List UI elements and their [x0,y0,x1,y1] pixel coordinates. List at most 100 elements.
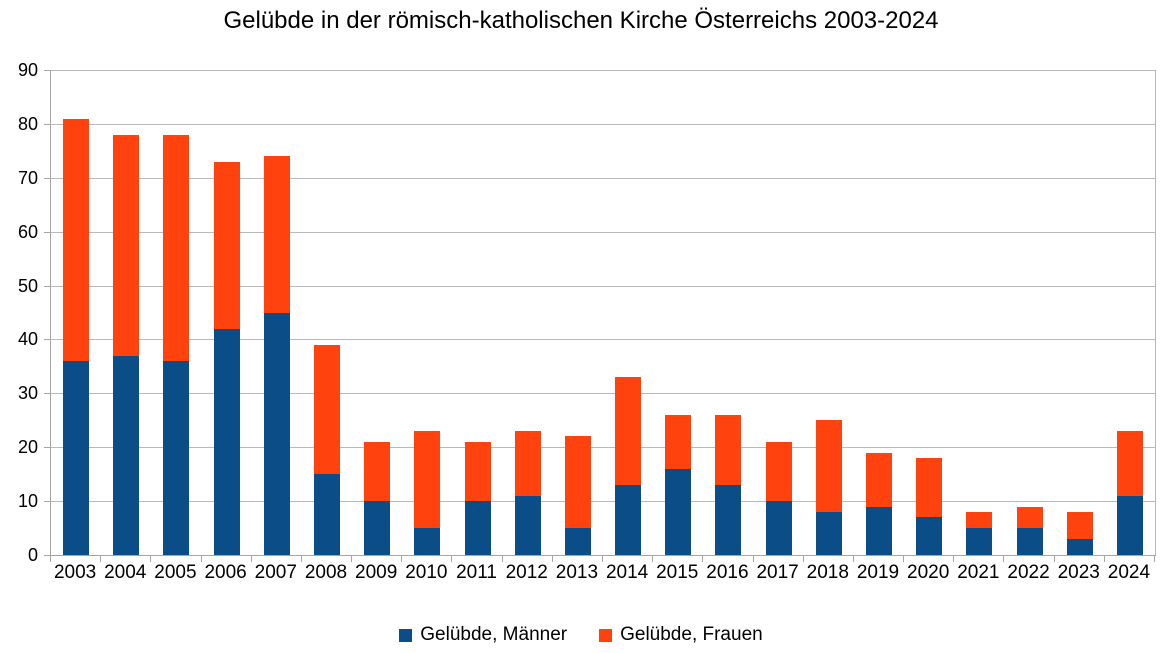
bar-2013-maenner [564,528,591,555]
legend-item-maenner: Gelübde, Männer [399,624,567,646]
x-axis-label-2020: 2020 [907,562,950,583]
y-axis-label-20: 20 [17,437,38,458]
x-axis-label-2018: 2018 [806,562,849,583]
x-axis-label-2021: 2021 [957,562,1000,583]
x-axis-label-2012: 2012 [505,562,548,583]
bar-2008-maenner [314,474,340,555]
x-axis-label-2003: 2003 [53,562,97,583]
bar-2020-frauen [916,458,943,518]
legend-label-frauen: Gelübde, Frauen [620,624,763,645]
x-axis-label-2009: 2009 [355,562,398,583]
bar-2010-frauen [414,431,441,529]
bar-2010-maenner [414,528,441,555]
bar-2004-frauen [113,134,140,356]
x-tick [1003,556,1005,562]
gridline-80 [51,123,1155,125]
bar-2018-maenner [815,511,842,555]
bar-2018-frauen [815,420,842,512]
x-tick [1103,556,1105,562]
x-tick [351,556,353,562]
bar-2005-frauen [163,134,190,361]
bar-2023-maenner [1066,538,1093,555]
x-tick [903,556,905,562]
bar-2012-maenner [514,495,541,555]
x-tick [250,556,252,562]
x-tick [1154,556,1155,562]
bar-2016-frauen [715,414,742,485]
x-tick [501,556,503,562]
bar-2015-frauen [665,414,692,469]
bar-2019-frauen [866,452,892,507]
x-axis-label-2017: 2017 [756,562,799,583]
y-tick [44,555,50,556]
bar-2021-maenner [966,528,993,555]
gridline-90 [51,70,1155,71]
x-tick [551,556,553,562]
y-tick [44,231,50,233]
bar-2008-frauen [314,344,340,475]
y-axis-label-70: 70 [17,167,38,188]
bar-2024-maenner [1116,495,1143,555]
bar-2017-maenner [765,501,792,555]
x-axis-label-2015: 2015 [656,562,699,583]
x-tick [1053,556,1055,562]
bar-2020-maenner [916,517,943,555]
y-tick [44,123,50,125]
bar-2012-frauen [514,431,541,496]
gridline-50 [51,285,1155,287]
x-tick [953,556,955,562]
x-axis-label-2005: 2005 [154,562,197,583]
bar-2003-frauen [63,118,90,361]
y-axis-label-30: 30 [17,383,38,404]
bar-2007-maenner [263,312,290,555]
bar-2009-frauen [364,441,391,502]
x-axis-label-2024: 2024 [1107,562,1151,583]
x-tick [50,556,51,562]
bar-2005-maenner [163,361,190,555]
x-axis-label-2008: 2008 [304,562,348,583]
x-axis-label-2019: 2019 [856,562,900,583]
y-axis-label-10: 10 [17,491,38,512]
x-axis-label-2007: 2007 [254,562,297,583]
x-axis-label-2014: 2014 [605,562,649,583]
y-axis-label-40: 40 [17,329,38,350]
bar-2006-frauen [213,161,240,329]
gridline-30 [51,393,1155,395]
x-tick [401,556,403,562]
x-tick [752,556,754,562]
y-axis-label-60: 60 [17,221,38,242]
x-tick [200,556,202,562]
bar-2003-maenner [63,361,90,555]
gridline-10 [51,501,1155,503]
gridline-40 [51,339,1155,341]
bar-2022-maenner [1016,528,1043,555]
bar-2014-maenner [615,484,642,555]
chart-title: Gelübde in der römisch-katholischen Kirc… [223,7,939,34]
bar-2014-frauen [615,377,642,485]
plot-area [50,70,1156,556]
x-tick [802,556,804,562]
bar-2016-maenner [715,484,742,555]
x-axis-label-2010: 2010 [405,562,448,583]
x-axis-label-2011: 2011 [456,562,497,583]
y-axis-label-90: 90 [17,60,38,80]
bar-2009-maenner [364,501,391,555]
bar-2022-frauen [1016,506,1043,529]
legend-swatch-frauen [599,628,613,642]
gridline-20 [51,447,1155,449]
bar-2013-frauen [564,436,591,529]
x-tick [150,556,152,562]
y-tick [44,393,50,395]
bar-2011-frauen [464,441,491,502]
legend-swatch-maenner [399,628,413,642]
y-tick [44,501,50,503]
y-tick [44,339,50,341]
legend-label-maenner: Gelübde, Männer [420,624,568,645]
gridline-70 [51,177,1155,179]
y-axis-label-0: 0 [27,545,38,565]
bar-2024-frauen [1116,431,1143,496]
y-axis-label-50: 50 [17,275,38,296]
x-axis-label-2016: 2016 [706,562,749,583]
x-tick [451,556,453,562]
bar-2004-maenner [113,355,140,555]
